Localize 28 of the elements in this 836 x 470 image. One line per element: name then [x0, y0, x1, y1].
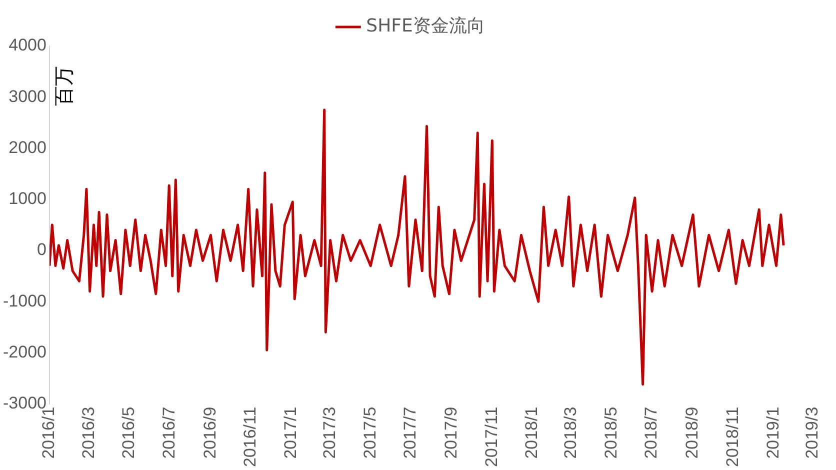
- x-tick-label: 2017/7: [400, 406, 420, 459]
- x-tick-label: 2018/7: [642, 406, 661, 459]
- x-tick-label: 2018/3: [561, 406, 580, 459]
- x-tick-label: 2019/3: [802, 406, 822, 459]
- x-tick-label: 2017/5: [360, 406, 380, 459]
- y-tick-label: -1000: [2, 291, 46, 310]
- x-tick-label: 2016/11: [240, 406, 260, 468]
- x-tick-label: 2016/7: [159, 406, 178, 459]
- x-tick-label: 2018/1: [522, 406, 542, 459]
- y-tick-label: 3000: [8, 86, 46, 106]
- y-tick-label: 1000: [8, 189, 46, 208]
- x-tick-label: 2017/3: [320, 406, 339, 459]
- x-tick-label: 2016/3: [78, 406, 98, 459]
- x-tick-label: 2017/11: [482, 406, 501, 468]
- y-tick-label: 0: [37, 240, 46, 260]
- y-tick-label: 4000: [8, 36, 46, 55]
- x-tick-label: 2018/5: [601, 406, 620, 459]
- x-tick-label: 2019/1: [763, 406, 782, 459]
- x-tick-label: 2017/9: [442, 406, 461, 459]
- legend-label: SHFE资金流向: [366, 16, 485, 37]
- x-tick-label: 2016/5: [119, 406, 138, 459]
- x-tick-label: 2018/9: [682, 406, 702, 459]
- y-tick-label: 2000: [8, 138, 46, 157]
- y-axis-title: 百万: [52, 66, 76, 106]
- x-tick-label: 2018/11: [723, 406, 742, 468]
- x-tick-label: 2017/1: [280, 406, 300, 459]
- y-tick-label: -2000: [2, 342, 46, 362]
- x-tick-label: 2016/9: [200, 406, 220, 459]
